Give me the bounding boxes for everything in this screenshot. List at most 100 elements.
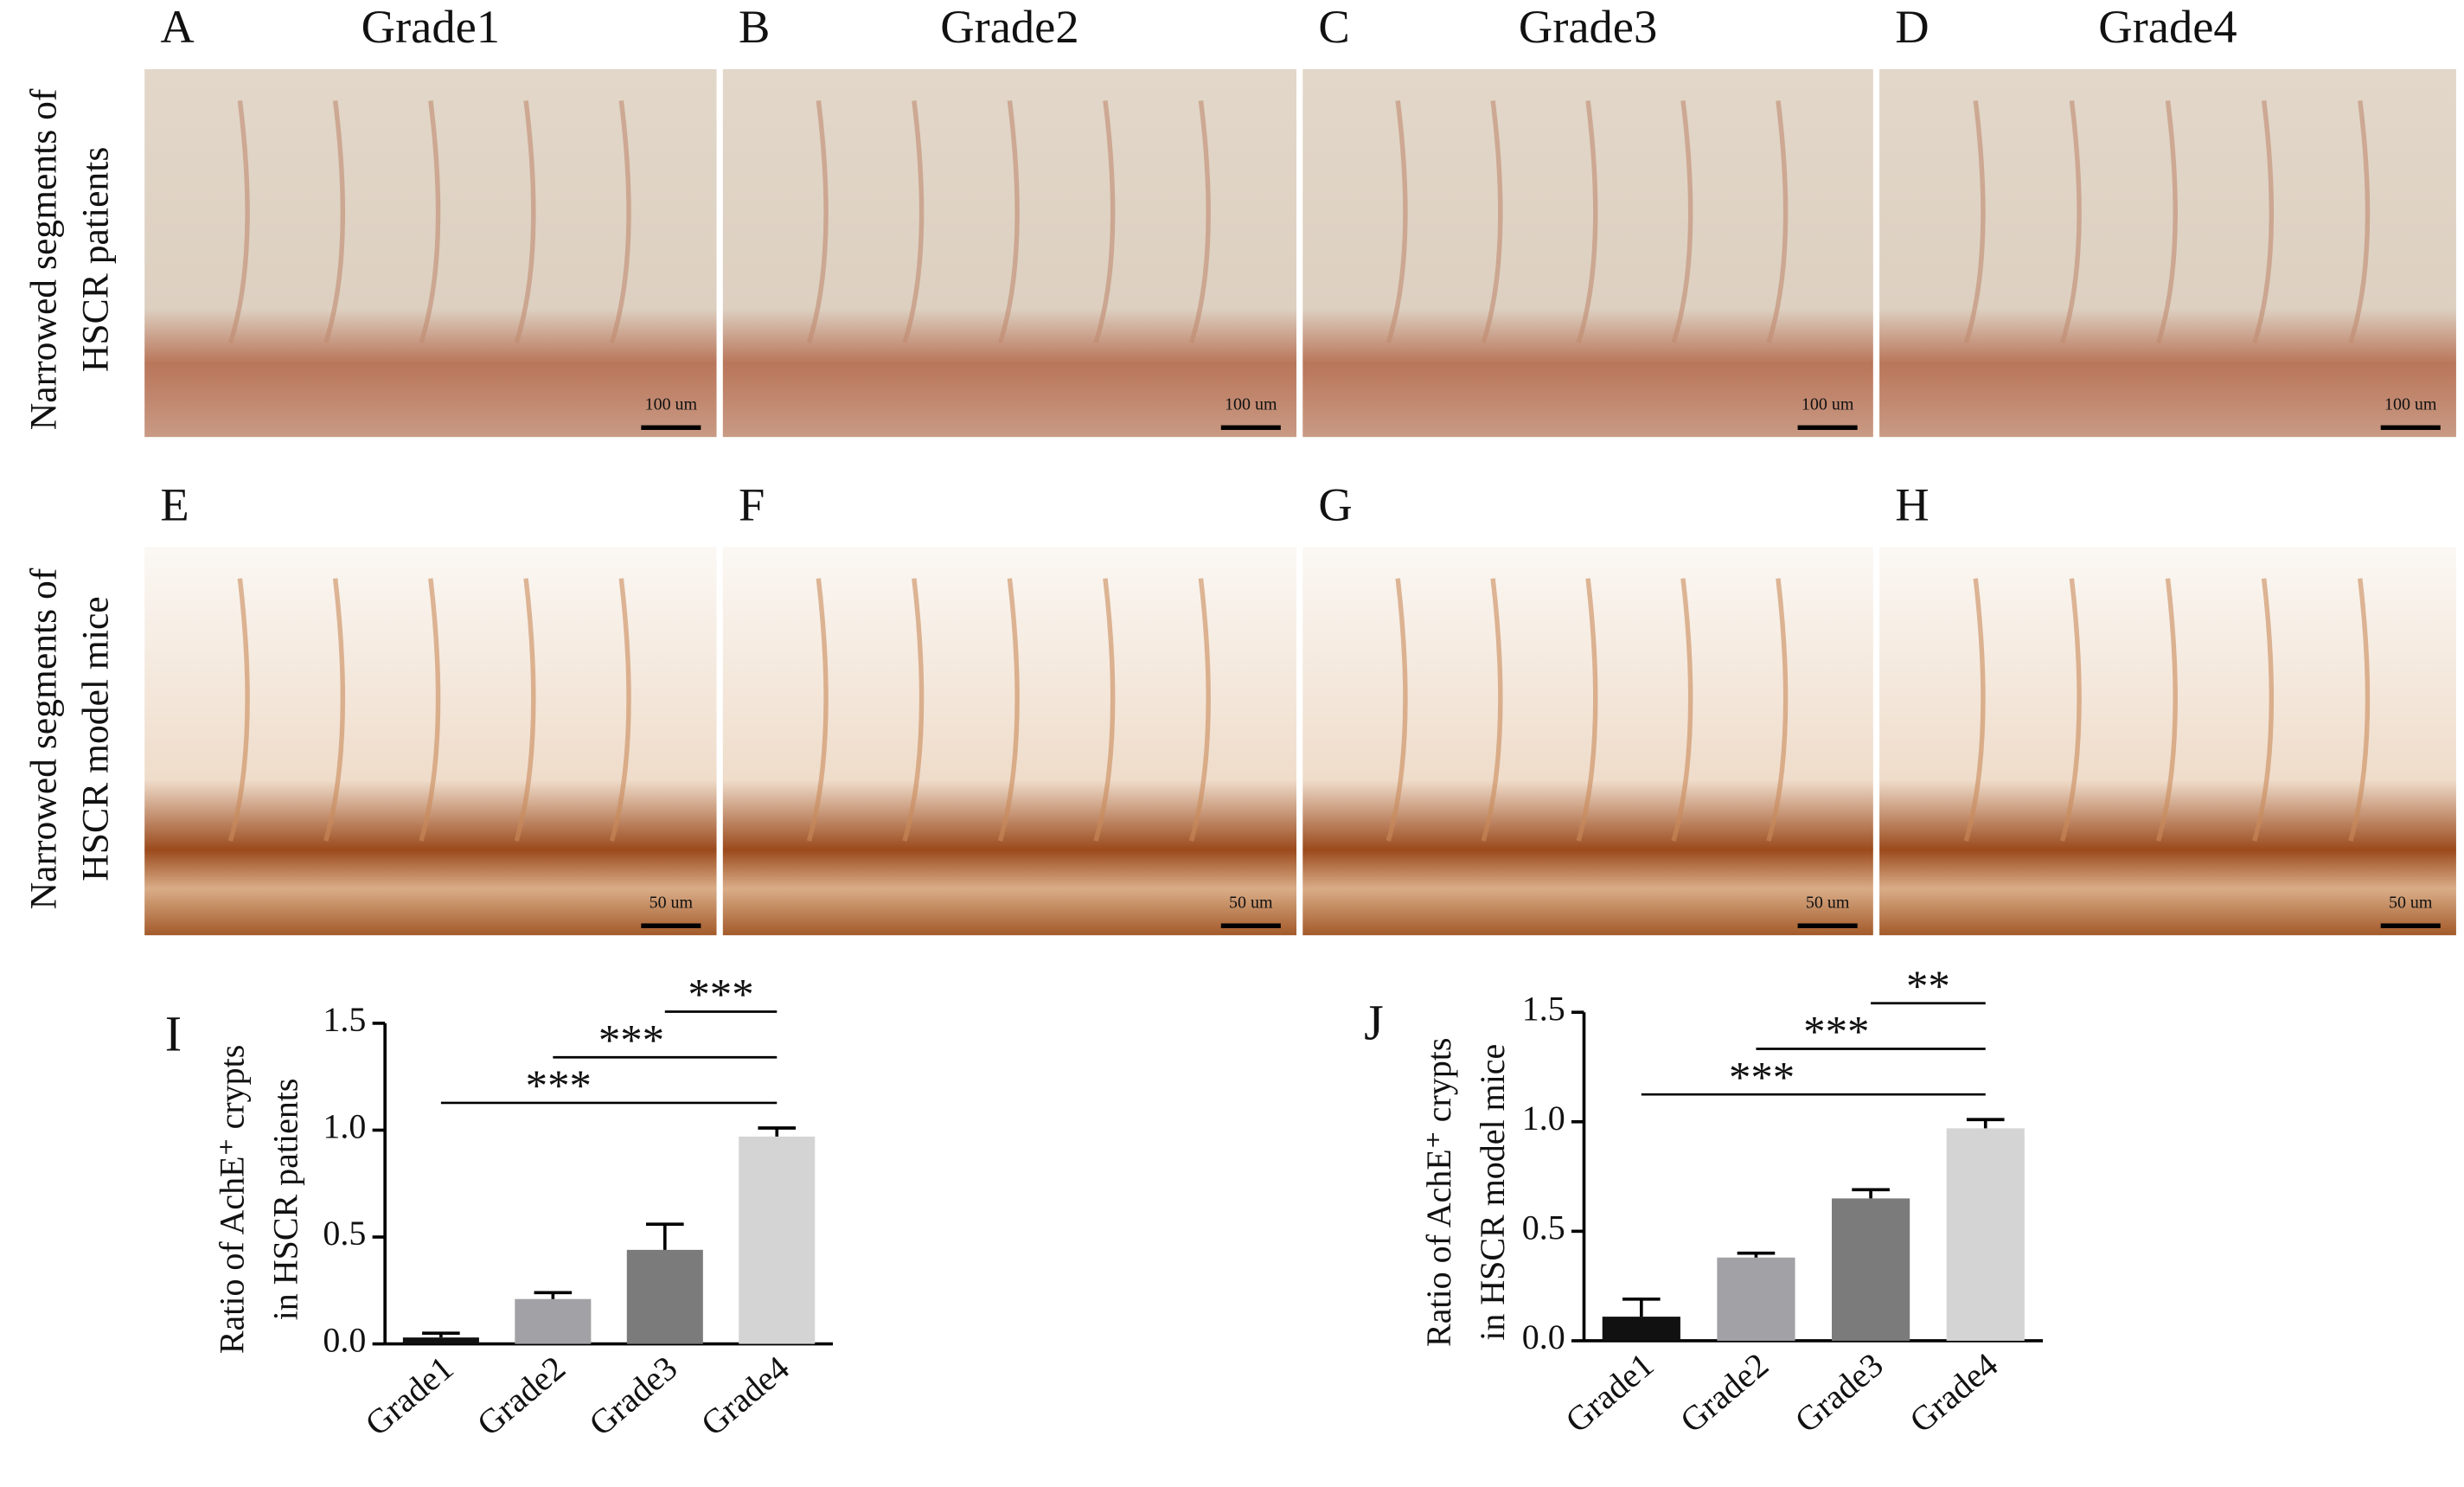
y-tick-label: 1.5 (1522, 989, 1565, 1028)
tissue-strand (227, 100, 250, 343)
tissue-strand (2059, 100, 2082, 343)
significance-label: *** (688, 971, 753, 1020)
panel-letter: A (160, 0, 194, 53)
tissue-strand (902, 100, 925, 343)
micrograph (722, 69, 1296, 438)
error-bar (758, 1126, 797, 1137)
tissue-strand (1766, 578, 1789, 842)
y-tick-label: 1.0 (1522, 1099, 1565, 1138)
bar (739, 1136, 816, 1344)
tissue-strand (1576, 100, 1598, 343)
tissue-strand (514, 100, 536, 343)
tissue-strand (1386, 578, 1408, 842)
scale-bar-label: 50 um (1806, 893, 1850, 912)
significance-label: *** (1803, 1009, 1869, 1057)
tissue-strand (2348, 578, 2371, 842)
scale-bar-label: 100 um (2384, 394, 2437, 413)
significance-label: *** (1729, 1054, 1795, 1102)
tissue-strand (227, 578, 250, 842)
scale-bar-label: 50 um (2389, 893, 2433, 912)
scale-bar-label: 100 um (1802, 394, 1854, 413)
tissue-strand (2059, 578, 2082, 842)
error-bar (1622, 1298, 1661, 1317)
tissue-strand (902, 578, 925, 842)
y-tick-label: 0.5 (1522, 1208, 1565, 1247)
x-tick-label: Grade2 (470, 1348, 573, 1443)
panel-letter: F (739, 478, 765, 530)
tissue-strand (1093, 578, 1116, 842)
row-label: Narrowed segments of (23, 567, 65, 909)
panel-letter: B (739, 0, 770, 53)
tissue-strand (806, 100, 829, 343)
y-axis-label: in HSCR patients (266, 1079, 304, 1321)
scale-bar-label: 50 um (1229, 893, 1273, 912)
y-tick-label: 1.5 (323, 1000, 366, 1039)
tissue-strand (1963, 100, 1986, 343)
significance-label: *** (598, 1016, 664, 1065)
tissue-strand (2252, 578, 2275, 842)
micrograph (144, 69, 717, 438)
x-tick-label: Grade4 (1902, 1345, 2005, 1440)
micrograph (144, 547, 717, 936)
bar (1831, 1198, 1910, 1341)
tissue-strand (2155, 578, 2178, 842)
significance-label: *** (526, 1062, 592, 1111)
tissue-strand (806, 578, 829, 842)
bar (1717, 1257, 1795, 1341)
tissue-strand (1576, 578, 1598, 842)
scale-bar-label: 100 um (645, 394, 698, 413)
y-tick-label: 0.0 (1522, 1317, 1565, 1356)
y-tick-label: 1.0 (323, 1107, 366, 1146)
panel-title: Grade2 (940, 0, 1078, 53)
error-bar (645, 1222, 684, 1250)
tissue-strand (419, 578, 441, 842)
bar (515, 1298, 592, 1344)
panel-letter: E (160, 478, 189, 530)
panel-title: Grade4 (2098, 0, 2237, 53)
chart-label: J (1364, 995, 1384, 1051)
tissue-strand (2156, 100, 2178, 343)
x-tick-label: Grade4 (694, 1348, 797, 1443)
tissue-strand (1188, 100, 1211, 343)
error-bar (1852, 1188, 1890, 1199)
x-tick-label: Grade3 (1788, 1345, 1891, 1440)
tissue-strand (1481, 578, 1503, 842)
tissue-strand (1386, 100, 1408, 343)
tissue-strand (1188, 578, 1211, 842)
tissue-strand (1671, 100, 1693, 343)
micrograph (722, 547, 1296, 936)
y-axis-label: in HSCR model mice (1473, 1044, 1512, 1341)
error-bar (1737, 1251, 1776, 1258)
y-axis-label: Ratio of AchE⁺ crypts (213, 1045, 252, 1354)
tissue-strand (1481, 100, 1503, 343)
row-label: Narrowed segments of (23, 88, 65, 430)
panel-title: Grade1 (362, 0, 500, 53)
tissue-strand (1766, 100, 1789, 343)
panel-letter: C (1318, 0, 1349, 53)
error-bar (1966, 1118, 2005, 1129)
tissue-strand (2348, 100, 2371, 343)
row-label: HSCR model mice (74, 596, 116, 881)
tissue-strand (323, 578, 346, 842)
tissue-strand (997, 578, 1020, 842)
tissue-strand (609, 100, 631, 343)
tissue-strand (514, 578, 536, 842)
panel-title: Grade3 (1519, 0, 1657, 53)
micrograph (1879, 547, 2456, 936)
tissue-strand (609, 578, 631, 842)
significance-label: ** (1906, 963, 1950, 1011)
bar (1946, 1128, 2025, 1341)
row-label: HSCR patients (74, 147, 116, 372)
bar (402, 1337, 479, 1344)
error-bar (422, 1331, 460, 1338)
bar (1602, 1317, 1680, 1341)
panel-letter: G (1318, 478, 1352, 530)
chart-label: I (165, 1005, 182, 1061)
tissue-strand (419, 100, 441, 343)
tissue-strand (323, 100, 346, 343)
x-tick-label: Grade1 (1558, 1345, 1661, 1440)
y-tick-label: 0.5 (323, 1214, 366, 1253)
micrograph (1879, 69, 2456, 438)
